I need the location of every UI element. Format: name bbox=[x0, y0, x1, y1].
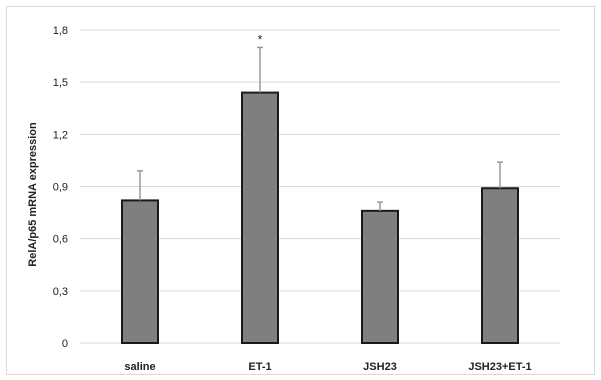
bar-jsh23 bbox=[361, 209, 399, 344]
error-bars: * bbox=[137, 32, 503, 211]
y-tick-label: 0 bbox=[62, 338, 68, 350]
y-tick-label: 1,2 bbox=[53, 129, 68, 141]
x-tick-label: JSH23 bbox=[363, 361, 397, 373]
x-tick-labels: saline ET-1 JSH23 JSH23+ET-1 bbox=[124, 361, 531, 373]
x-tick-label: ET-1 bbox=[248, 361, 271, 373]
bar-et-1 bbox=[241, 91, 279, 344]
y-tick-label: 1,5 bbox=[53, 77, 68, 89]
significance-marker: * bbox=[258, 32, 263, 46]
bars bbox=[121, 91, 519, 344]
y-tick-label: 1,8 bbox=[53, 25, 68, 37]
y-tick-label: 0,6 bbox=[53, 234, 68, 246]
bar-jsh23-et-1 bbox=[481, 187, 519, 344]
y-tick-labels: 0 0,3 0,6 0,9 1,2 1,5 1,8 bbox=[53, 25, 68, 350]
y-axis-label: RelA/p65 mRNA expression bbox=[27, 122, 39, 267]
bar-saline bbox=[121, 199, 159, 344]
y-tick-label: 0,9 bbox=[53, 182, 68, 194]
x-tick-label: saline bbox=[124, 361, 155, 373]
gridlines bbox=[80, 29, 560, 344]
x-tick-label: JSH23+ET-1 bbox=[468, 361, 531, 373]
y-tick-label: 0,3 bbox=[53, 286, 68, 298]
